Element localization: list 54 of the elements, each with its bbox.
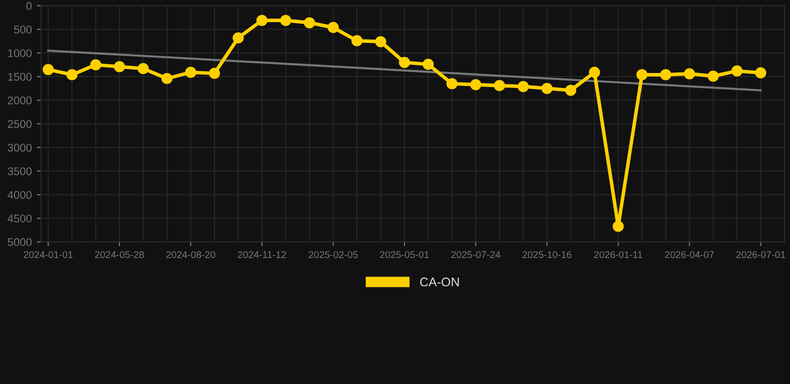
- y-tick-label: 4000: [8, 190, 32, 199]
- point: [636, 69, 648, 80]
- point: [375, 36, 386, 48]
- point: [185, 66, 196, 78]
- y-tick-label: 500: [14, 26, 32, 34]
- point: [304, 17, 316, 28]
- point: [138, 63, 149, 74]
- y-tick-label: 3500: [8, 167, 32, 176]
- point: [232, 32, 244, 44]
- x-tick-label: 2026-01-11: [594, 251, 642, 258]
- x-tick-label: 2025-05-01: [380, 251, 429, 258]
- point: [708, 70, 719, 82]
- y-tick-label: 0: [26, 2, 32, 10]
- x-tick-label: 2025-10-16: [522, 251, 572, 258]
- y-tick-label: 1000: [8, 49, 32, 58]
- point: [494, 80, 506, 92]
- point: [328, 22, 339, 34]
- point: [612, 220, 624, 232]
- point: [541, 82, 553, 94]
- point: [161, 72, 173, 84]
- y-tick-label: 2500: [8, 120, 32, 128]
- point: [565, 84, 576, 96]
- point: [588, 66, 600, 78]
- x-tick-label: 2024-11-12: [238, 251, 286, 258]
- x-tick-label: 2024-01-01: [24, 251, 73, 258]
- y-tick-label: 5000: [8, 238, 32, 246]
- point: [731, 65, 743, 76]
- point: [660, 69, 672, 80]
- y-tick-label: 1500: [8, 72, 32, 81]
- point: [280, 14, 292, 26]
- point: [398, 56, 410, 68]
- point: [470, 79, 482, 90]
- point: [66, 69, 78, 80]
- point: [256, 14, 268, 26]
- y-tick-label: 3000: [8, 144, 32, 152]
- legend-label: CA-ON: [420, 278, 459, 286]
- point: [114, 61, 126, 72]
- y-tick-label: 2000: [8, 96, 32, 104]
- point: [90, 59, 102, 70]
- point: [351, 35, 363, 46]
- x-tick-label: 2024-08-20: [166, 251, 216, 258]
- point: [208, 68, 220, 79]
- point: [518, 80, 529, 92]
- point: [446, 78, 458, 90]
- x-tick-label: 2025-07-24: [451, 251, 500, 258]
- y-tick-label: 4500: [8, 214, 32, 222]
- point: [422, 58, 434, 70]
- point: [684, 68, 696, 80]
- x-tick-label: 2026-04-07: [665, 251, 714, 258]
- x-tick-label: 2026-07-01: [736, 251, 786, 258]
- x-tick-label: 2025-02-05: [308, 251, 358, 258]
- point: [755, 67, 766, 78]
- x-tick-label: 2024-05-28: [95, 251, 144, 258]
- point: [42, 64, 54, 76]
